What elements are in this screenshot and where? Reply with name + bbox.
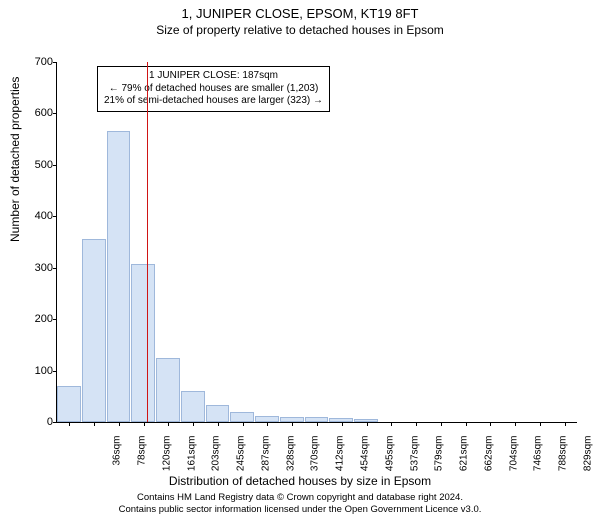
y-tick-mark [53,216,57,217]
x-tick-mark [317,422,318,426]
x-tick-label: 746sqm [533,436,544,480]
histogram-bar [57,386,81,422]
y-tick-label: 200 [21,313,53,325]
x-tick-mark [243,422,244,426]
x-tick-mark [267,422,268,426]
y-tick-mark [53,371,57,372]
x-tick-label: 161sqm [186,436,197,480]
y-tick-mark [53,62,57,63]
x-tick-mark [144,422,145,426]
x-tick-mark [466,422,467,426]
x-tick-mark [119,422,120,426]
chart-title: 1, JUNIPER CLOSE, EPSOM, KT19 8FT [0,6,600,21]
histogram-bar [156,358,180,422]
y-tick-label: 400 [21,210,53,222]
x-tick-mark [540,422,541,426]
x-tick-label: 36sqm [112,436,123,480]
x-tick-mark [367,422,368,426]
x-tick-mark [69,422,70,426]
attribution-line2: Contains public sector information licen… [0,504,600,515]
x-axis-label: Distribution of detached houses by size … [0,474,600,488]
annotation-line1: 1 JUNIPER CLOSE: 187sqm [104,70,323,83]
x-tick-mark [218,422,219,426]
x-tick-mark [193,422,194,426]
x-tick-label: 579sqm [434,436,445,480]
y-tick-mark [53,319,57,320]
y-tick-mark [53,165,57,166]
annotation-line2: ← 79% of detached houses are smaller (1,… [104,83,323,96]
x-tick-mark [416,422,417,426]
x-tick-label: 495sqm [384,436,395,480]
x-tick-label: 788sqm [558,436,569,480]
histogram-bar [230,412,254,422]
x-tick-label: 621sqm [459,436,470,480]
y-tick-mark [53,113,57,114]
x-tick-label: 704sqm [508,436,519,480]
y-tick-label: 300 [21,262,53,274]
x-tick-label: 120sqm [161,436,172,480]
annotation-line3: 21% of semi-detached houses are larger (… [104,95,323,108]
x-tick-label: 662sqm [483,436,494,480]
x-tick-mark [565,422,566,426]
annotation-box: 1 JUNIPER CLOSE: 187sqm ← 79% of detache… [97,66,330,112]
x-tick-label: 370sqm [310,436,321,480]
x-tick-mark [94,422,95,426]
x-tick-mark [515,422,516,426]
x-tick-label: 78sqm [137,436,148,480]
attribution-line1: Contains HM Land Registry data © Crown c… [0,492,600,503]
y-tick-label: 100 [21,365,53,377]
histogram-bar [206,405,230,422]
x-tick-label: 454sqm [360,436,371,480]
x-tick-label: 829sqm [582,436,593,480]
x-tick-label: 412sqm [335,436,346,480]
x-tick-mark [342,422,343,426]
chart-subtitle: Size of property relative to detached ho… [0,23,600,37]
x-tick-label: 287sqm [260,436,271,480]
histogram-bar [131,264,155,422]
histogram-bar [82,239,106,422]
x-tick-mark [441,422,442,426]
histogram-bar [181,391,205,422]
y-tick-label: 500 [21,159,53,171]
x-tick-mark [292,422,293,426]
y-tick-label: 700 [21,56,53,68]
chart-plot-area: 1 JUNIPER CLOSE: 187sqm ← 79% of detache… [56,62,577,423]
y-tick-label: 0 [21,416,53,428]
x-tick-mark [391,422,392,426]
x-tick-label: 537sqm [409,436,420,480]
histogram-bar [107,131,131,422]
x-tick-label: 328sqm [285,436,296,480]
reference-line [147,62,148,422]
y-tick-mark [53,268,57,269]
x-tick-label: 245sqm [236,436,247,480]
y-axis-label: Number of detached properties [8,77,22,242]
x-tick-mark [490,422,491,426]
y-tick-mark [53,422,57,423]
x-tick-mark [168,422,169,426]
y-tick-label: 600 [21,107,53,119]
x-tick-label: 203sqm [211,436,222,480]
